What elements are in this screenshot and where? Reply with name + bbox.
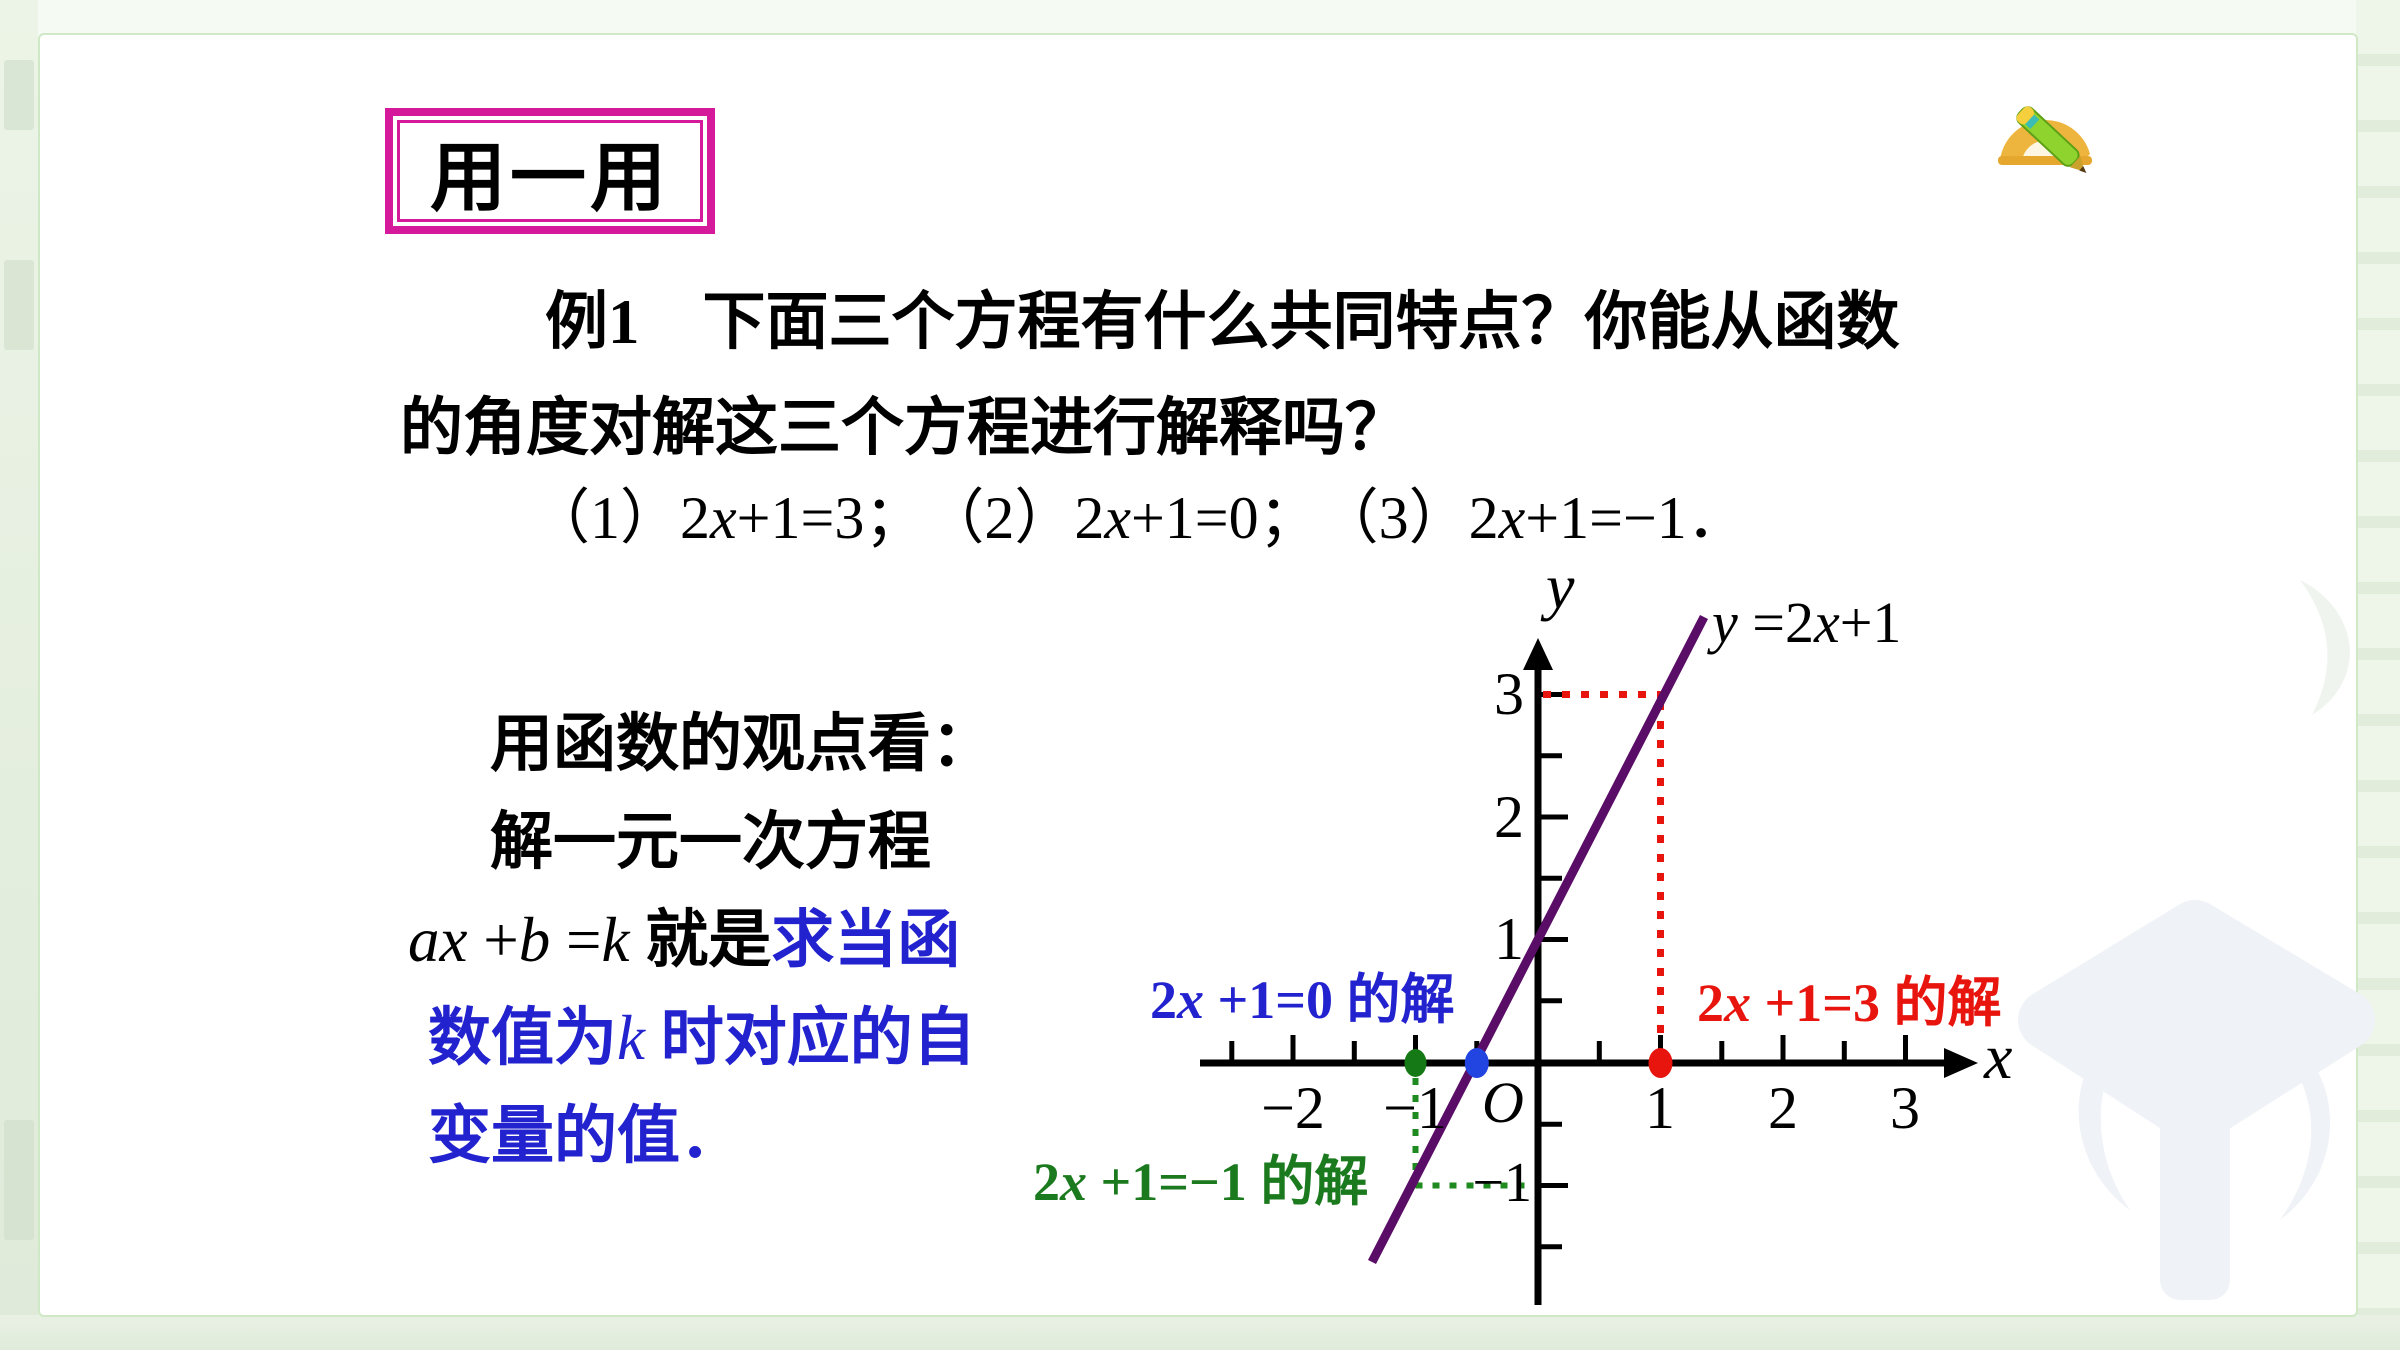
blue-text: 数值为: [428, 1003, 617, 1073]
example-line1: 例1 下面三个方程有什么共同特点？你能从函数: [545, 287, 1900, 357]
left-edge-block: [4, 260, 34, 350]
math-plus: +: [467, 905, 519, 975]
y-axis-ticks: [1538, 692, 1568, 1250]
viewpoint-line5: 变量的值．: [428, 1101, 743, 1171]
x-tick-neg1: −1: [1383, 1075, 1447, 1141]
math-ax: ax: [408, 905, 468, 975]
watermark-leaf: [2300, 580, 2350, 715]
x-tick-3: 3: [1890, 1075, 1920, 1141]
origin-label: O: [1482, 1070, 1524, 1135]
x-axis-label: x: [1984, 1021, 2013, 1092]
title-box: 用一用: [385, 108, 715, 234]
solution-dot-red: [1648, 1048, 1673, 1078]
func-eq: =2: [1737, 590, 1814, 655]
green-dotted-guide: [1412, 1078, 1530, 1189]
func-y: y: [1712, 590, 1738, 655]
x-tick-2: 2: [1768, 1075, 1798, 1141]
math-k: k: [617, 1003, 645, 1073]
sol-x: x: [1724, 973, 1751, 1033]
viewpoint-line2: 解一元一次方程: [490, 807, 931, 877]
sol-cn: 的解: [1893, 973, 2002, 1033]
page-title: 用一用: [397, 120, 703, 222]
right-edge-texture: [2356, 0, 2400, 1350]
sol-n: 2: [1697, 973, 1724, 1033]
viewpoint-blue-text: 求当函: [771, 905, 961, 975]
equation-text: +1=3； （2）2: [736, 485, 1105, 551]
solution-label-red: 2x +1=3 的解: [1697, 958, 2002, 1037]
viewpoint-black-text: 就是: [629, 905, 772, 975]
viewpoint-line4: 数值为k 时对应的自: [428, 1004, 976, 1072]
y-tick-1: 1: [1494, 906, 1524, 972]
slide-panel: [38, 33, 2358, 1317]
protractor-pen-icon: [1998, 106, 2092, 174]
equation-var-x: x: [1498, 485, 1526, 551]
sol-cn: 的解: [1346, 970, 1455, 1030]
bottom-band: [0, 1315, 2400, 1350]
sol-rest: +1=3: [1751, 973, 1894, 1033]
left-edge-texture: [0, 0, 38, 1350]
function-graph: [1200, 614, 1978, 1305]
equation-text: +1=−1．: [1525, 485, 1747, 551]
sol-x: x: [1060, 1152, 1087, 1212]
watermark-graphics: [2018, 580, 2375, 1300]
viewpoint-line1: 用函数的观点看：: [490, 709, 994, 779]
x-tick-neg2: −2: [1261, 1075, 1325, 1141]
equation-var-x: x: [1104, 485, 1131, 551]
equation-text: +1=0； （3）2: [1130, 485, 1499, 551]
solution-dot-green: [1404, 1049, 1427, 1077]
math-b: b: [518, 905, 551, 975]
left-edge-block: [4, 1120, 34, 1240]
sol-rest: +1=0: [1204, 970, 1347, 1030]
watermark-emblem: [2018, 900, 2375, 1300]
left-edge-block: [4, 60, 34, 130]
x-axis-ticks: [1229, 1035, 1908, 1063]
sol-rest: +1=−1: [1087, 1152, 1261, 1212]
equation-text: （1）2: [530, 485, 710, 551]
func-x: x: [1813, 590, 1840, 655]
pen-shape: [2016, 106, 2087, 174]
y-axis-label: y: [1546, 551, 1575, 622]
example-line2: 的角度对解这三个方程进行解释吗？: [400, 393, 1408, 463]
function-line: [1367, 614, 1709, 1265]
y-axis-arrow: [1523, 638, 1553, 670]
solution-dot-blue: [1464, 1048, 1489, 1078]
y-tick-3: 3: [1494, 661, 1524, 727]
x-axis-arrow: [1944, 1048, 1978, 1078]
equations-line: （1）2x+1=3； （2）2x+1=0； （3）2x+1=−1．: [530, 486, 1747, 551]
x-tick-1: 1: [1645, 1075, 1675, 1141]
sol-n: 2: [1033, 1152, 1060, 1212]
equation-var-x: x: [710, 485, 737, 551]
sol-n: 2: [1150, 970, 1177, 1030]
solution-label-green: 2x +1=−1 的解: [1033, 1137, 1368, 1216]
sol-x: x: [1177, 970, 1204, 1030]
viewpoint-line3: ax +b =k 就是求当函: [408, 906, 960, 974]
y-tick-2: 2: [1494, 784, 1524, 850]
red-dotted-guide: [1543, 691, 1664, 1044]
sol-cn: 的解: [1260, 1152, 1369, 1212]
func-plus1: +1: [1839, 590, 1902, 655]
solution-label-blue: 2x +1=0 的解: [1150, 955, 1455, 1034]
function-equation-label: y =2x+1: [1712, 590, 1902, 655]
math-equals: =: [550, 905, 602, 975]
blue-text: 时对应的自: [644, 1003, 976, 1073]
math-k: k: [601, 905, 630, 975]
y-tick-neg1: −1: [1472, 1152, 1532, 1214]
